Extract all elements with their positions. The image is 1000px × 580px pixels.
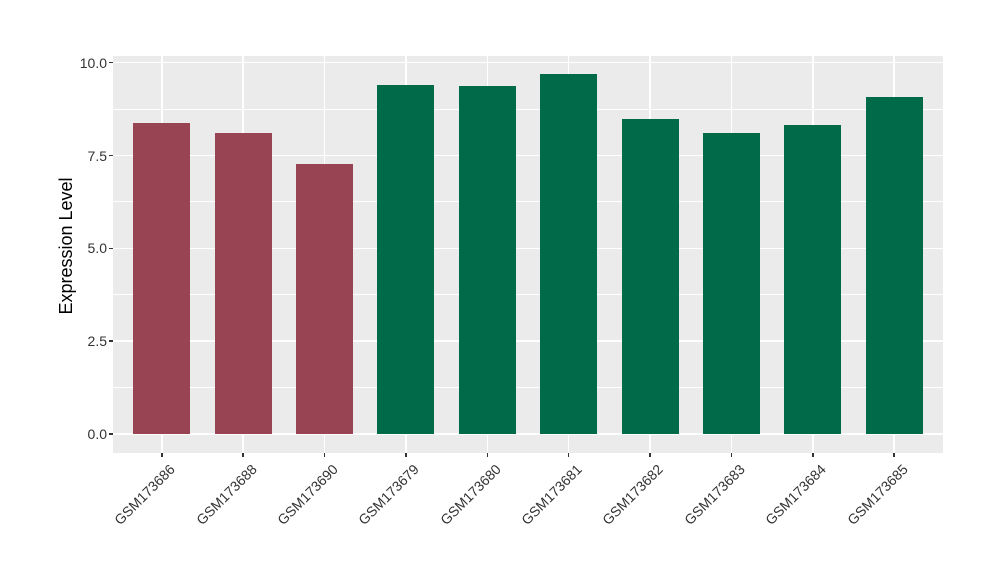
major-gridline [113,433,943,435]
x-tick-mark [567,453,570,457]
y-tick-label: 2.5 [87,333,107,350]
y-tick-label: 5.0 [87,240,107,257]
bar-GSM173679 [377,84,435,435]
plot-panel [113,56,943,453]
minor-gridline [113,201,943,203]
x-tick-label-GSM173682: GSM173682 [599,461,667,528]
x-tick-label-GSM173690: GSM173690 [273,461,341,528]
x-tick-mark [893,453,895,457]
y-tick-mark [109,433,113,435]
bar-GSM173682 [621,118,679,435]
x-tick-label-GSM173681: GSM173681 [518,461,586,528]
x-tick-label-GSM173688: GSM173688 [192,461,260,528]
x-tick-mark [161,453,163,457]
y-tick-label: 0.0 [87,426,107,443]
y-tick-mark [109,61,113,64]
major-gridline [113,154,943,157]
major-gridline [113,340,943,342]
x-tick-mark [486,453,489,457]
x-tick-label-GSM173680: GSM173680 [436,461,504,528]
minor-gridline [113,387,943,389]
x-tick-label-GSM173686: GSM173686 [111,461,179,528]
x-tick-mark [649,453,651,457]
bar-GSM173681 [540,74,598,435]
bar-GSM173686 [133,123,191,435]
y-tick-mark [109,340,113,342]
y-tick-mark [109,247,113,250]
y-tick-mark [109,154,113,157]
bar-GSM173684 [784,125,842,435]
x-tick-mark [242,453,244,457]
bar-GSM173690 [296,164,354,435]
bar-GSM173680 [458,86,516,435]
x-tick-mark [812,453,814,457]
major-gridline [113,247,943,250]
minor-gridline [113,108,943,110]
major-gridline [113,61,943,64]
y-tick-label: 7.5 [87,147,107,164]
bar-GSM173685 [865,97,923,435]
y-tick-label: 10.0 [79,54,107,71]
x-tick-label-GSM173679: GSM173679 [355,461,423,528]
bar-GSM173683 [702,132,760,435]
bar-GSM173688 [214,133,272,435]
x-tick-label-GSM173683: GSM173683 [680,461,748,528]
x-tick-mark [405,453,407,457]
x-tick-label-GSM173684: GSM173684 [762,461,830,528]
x-tick-mark [323,453,326,457]
minor-gridline [113,294,943,296]
x-tick-label-GSM173685: GSM173685 [843,461,911,528]
x-tick-mark [730,453,733,457]
